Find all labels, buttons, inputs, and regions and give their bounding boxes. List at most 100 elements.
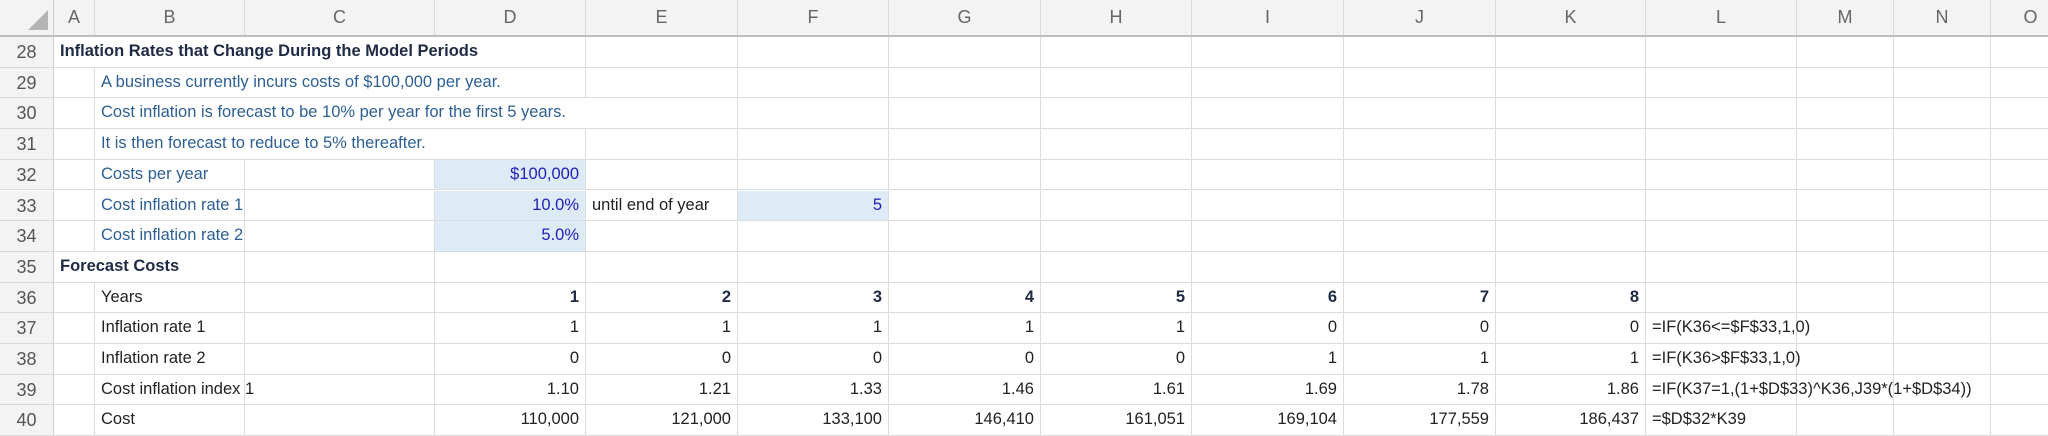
cell-m31[interactable] xyxy=(1797,129,1894,160)
cell-c39[interactable] xyxy=(245,374,435,406)
column-header-e[interactable]: E xyxy=(586,0,738,35)
input-cell[interactable]: 10.0% xyxy=(435,190,586,222)
cell-e28[interactable] xyxy=(586,37,738,68)
cell-m38[interactable] xyxy=(1797,344,1894,375)
year-header[interactable]: 3 xyxy=(738,282,889,314)
column-header-b[interactable]: B xyxy=(95,0,245,35)
cell-j34[interactable] xyxy=(1344,221,1496,252)
cell-n34[interactable] xyxy=(1894,221,1991,252)
cell-g29[interactable] xyxy=(889,67,1041,99)
cell-o30[interactable] xyxy=(1991,98,2048,130)
value-cell[interactable]: 1 xyxy=(1496,344,1646,375)
value-cell[interactable]: 0 xyxy=(889,344,1041,375)
cell-n32[interactable] xyxy=(1894,159,1991,191)
column-header-n[interactable]: N xyxy=(1894,0,1991,35)
column-header-h[interactable]: H xyxy=(1041,0,1192,35)
cell-k28[interactable] xyxy=(1496,37,1646,68)
cell-g31[interactable] xyxy=(889,129,1041,160)
cell-j29[interactable] xyxy=(1344,67,1496,99)
cell-c36[interactable] xyxy=(245,282,435,314)
cell-a31[interactable] xyxy=(54,129,95,160)
value-cell[interactable]: 1 xyxy=(889,313,1041,344)
cell-o40[interactable] xyxy=(1991,405,2048,436)
cell-a30[interactable] xyxy=(54,98,95,130)
cell-l29[interactable] xyxy=(1646,67,1797,99)
row-header-29[interactable]: 29 xyxy=(0,67,54,99)
cell-c35[interactable] xyxy=(245,251,435,283)
column-header-j[interactable]: J xyxy=(1344,0,1496,35)
cell-m33[interactable] xyxy=(1797,190,1894,222)
cell-l36[interactable] xyxy=(1646,282,1797,314)
cell-l30[interactable] xyxy=(1646,98,1797,130)
year-header[interactable]: 4 xyxy=(889,282,1041,314)
year-header[interactable]: 7 xyxy=(1344,282,1496,314)
cell-j32[interactable] xyxy=(1344,159,1496,191)
row-label[interactable]: Years xyxy=(95,282,245,314)
cell-h34[interactable] xyxy=(1041,221,1192,252)
description-text[interactable]: It is then forecast to reduce to 5% ther… xyxy=(95,129,586,160)
cell-i32[interactable] xyxy=(1192,159,1344,191)
cell-c34[interactable] xyxy=(245,221,435,252)
cell-g32[interactable] xyxy=(889,159,1041,191)
year-header[interactable]: 2 xyxy=(586,282,738,314)
cell-f31[interactable] xyxy=(738,129,889,160)
cell-c32[interactable] xyxy=(245,159,435,191)
value-cell[interactable]: 0 xyxy=(435,344,586,375)
cell-f35[interactable] xyxy=(738,251,889,283)
value-cell[interactable]: 1.78 xyxy=(1344,374,1496,406)
row-label[interactable]: Cost inflation index 1 xyxy=(95,374,254,406)
cell-g30[interactable] xyxy=(889,98,1041,130)
cell-i29[interactable] xyxy=(1192,67,1344,99)
value-cell[interactable]: 1 xyxy=(738,313,889,344)
cell-e34[interactable] xyxy=(586,221,738,252)
cell-k33[interactable] xyxy=(1496,190,1646,222)
cell-a39[interactable] xyxy=(54,374,95,406)
row-header-30[interactable]: 30 xyxy=(0,98,54,130)
cell-c33[interactable] xyxy=(245,190,435,222)
value-cell[interactable]: 1 xyxy=(1344,344,1496,375)
row-label[interactable]: Inflation rate 2 xyxy=(95,344,245,375)
cell-l35[interactable] xyxy=(1646,251,1797,283)
cell-a34[interactable] xyxy=(54,221,95,252)
cell-n28[interactable] xyxy=(1894,37,1991,68)
cell-n36[interactable] xyxy=(1894,282,1991,314)
cell-g33[interactable] xyxy=(889,190,1041,222)
cell-k32[interactable] xyxy=(1496,159,1646,191)
formula-text[interactable]: =IF(K36>$F$33,1,0) xyxy=(1646,344,1801,375)
column-header-m[interactable]: M xyxy=(1797,0,1894,35)
cell-m36[interactable] xyxy=(1797,282,1894,314)
cell-j33[interactable] xyxy=(1344,190,1496,222)
cell-l33[interactable] xyxy=(1646,190,1797,222)
formula-text[interactable]: =IF(K36<=$F$33,1,0) xyxy=(1646,313,1810,344)
cell-o28[interactable] xyxy=(1991,37,2048,68)
cell-o29[interactable] xyxy=(1991,68,2048,99)
input-cell[interactable]: $100,000 xyxy=(435,159,586,191)
cell-m32[interactable] xyxy=(1797,159,1894,191)
cell-a32[interactable] xyxy=(54,159,95,191)
year-header[interactable]: 5 xyxy=(1041,282,1192,314)
cell-l34[interactable] xyxy=(1646,221,1797,252)
input-label[interactable]: Costs per year xyxy=(95,159,245,191)
cell-i33[interactable] xyxy=(1192,190,1344,222)
cell-e29[interactable] xyxy=(586,67,738,99)
year-header[interactable]: 1 xyxy=(435,282,586,314)
value-cell[interactable]: 1 xyxy=(1192,344,1344,375)
value-cell[interactable]: 121,000 xyxy=(586,405,738,436)
cell-h33[interactable] xyxy=(1041,190,1192,222)
column-header-a[interactable]: A xyxy=(54,0,95,35)
row-header-34[interactable]: 34 xyxy=(0,221,54,252)
year-header[interactable]: 6 xyxy=(1192,282,1344,314)
select-all-button[interactable] xyxy=(0,0,54,37)
cell-n29[interactable] xyxy=(1894,67,1991,99)
cell-n40[interactable] xyxy=(1894,405,1991,436)
cell-f28[interactable] xyxy=(738,37,889,68)
cell-h30[interactable] xyxy=(1041,98,1192,130)
cell-l31[interactable] xyxy=(1646,129,1797,160)
cell-a40[interactable] xyxy=(54,405,95,436)
value-cell[interactable]: 161,051 xyxy=(1041,405,1192,436)
cell-o37[interactable] xyxy=(1991,313,2048,344)
year-header[interactable]: 8 xyxy=(1496,282,1646,314)
value-cell[interactable]: 1.21 xyxy=(586,374,738,406)
row-header-40[interactable]: 40 xyxy=(0,405,54,436)
cell-a37[interactable] xyxy=(54,313,95,344)
